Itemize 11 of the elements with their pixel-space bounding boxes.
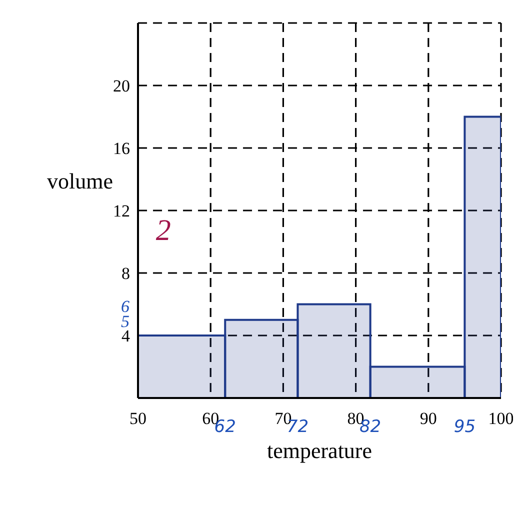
x-axis-title: temperature xyxy=(266,438,372,463)
y-tick-label: 16 xyxy=(113,139,130,158)
annotation: 2 xyxy=(156,214,171,247)
y-tick-label: 20 xyxy=(113,76,130,96)
x-tick-label: 100 xyxy=(488,409,514,428)
annotation: 95 xyxy=(454,417,476,438)
y-tick-label: 8 xyxy=(122,264,130,284)
y-tick-label: 12 xyxy=(113,202,130,221)
y-axis-title: volume xyxy=(47,168,113,194)
x-tick-label: 90 xyxy=(420,409,437,428)
x-tick-label: 50 xyxy=(130,409,146,428)
